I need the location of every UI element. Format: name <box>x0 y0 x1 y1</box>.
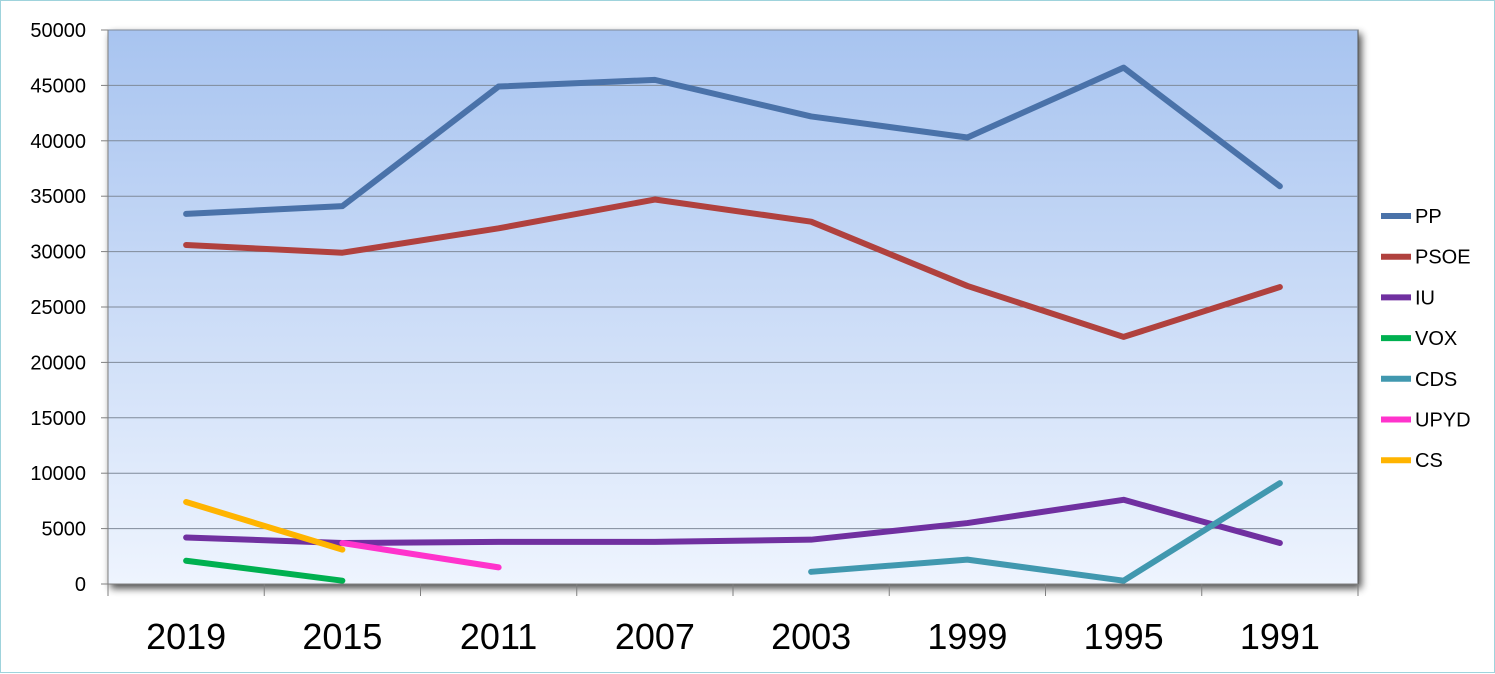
y-tick-label: 50000 <box>30 20 86 42</box>
x-tick-label: 2007 <box>615 616 695 657</box>
y-tick-label: 5000 <box>42 519 87 541</box>
x-tick-label: 2011 <box>460 616 537 657</box>
x-tick-label: 2019 <box>146 616 226 657</box>
legend-label: VOX <box>1415 328 1457 350</box>
legend-label: IU <box>1415 287 1435 309</box>
y-tick-label: 20000 <box>30 352 86 374</box>
y-tick-label: 35000 <box>30 186 86 208</box>
series-line-upyd <box>339 540 502 571</box>
legend-label: PP <box>1415 206 1442 228</box>
series-line-iu <box>183 496 1283 547</box>
y-tick-label: 45000 <box>30 75 86 97</box>
legend-label: UPYD <box>1415 410 1471 432</box>
y-tick-label: 25000 <box>30 297 86 319</box>
series-line-psoe <box>183 196 1283 340</box>
y-tick-label: 30000 <box>30 242 86 264</box>
legend: PP PSOE IU VOX CDS UPYD CS <box>1381 206 1471 472</box>
series-lines <box>183 64 1283 584</box>
x-tick-label: 2003 <box>771 616 851 657</box>
x-tick-label: 1991 <box>1240 616 1320 657</box>
legend-label: PSOE <box>1415 247 1471 269</box>
gridlines <box>108 29 1358 530</box>
y-tick-label: 0 <box>75 574 86 596</box>
series-line-cs <box>183 499 346 553</box>
series-line-pp <box>183 64 1283 217</box>
legend-label: CDS <box>1415 369 1457 391</box>
axes: 0 5000 10000 15000 20000 25000 30000 35000 40000… <box>30 20 1359 657</box>
series-line-vox <box>183 557 346 584</box>
y-tick-label: 15000 <box>30 408 86 430</box>
x-tick-label: 1995 <box>1084 616 1164 657</box>
legend-label: CS <box>1415 450 1443 472</box>
x-tick-label: 1999 <box>927 616 1007 657</box>
y-tick-label: 40000 <box>30 131 86 153</box>
y-tick-label: 10000 <box>30 463 86 485</box>
x-tick-label: 2015 <box>302 616 382 657</box>
series-line-cds <box>808 480 1283 584</box>
